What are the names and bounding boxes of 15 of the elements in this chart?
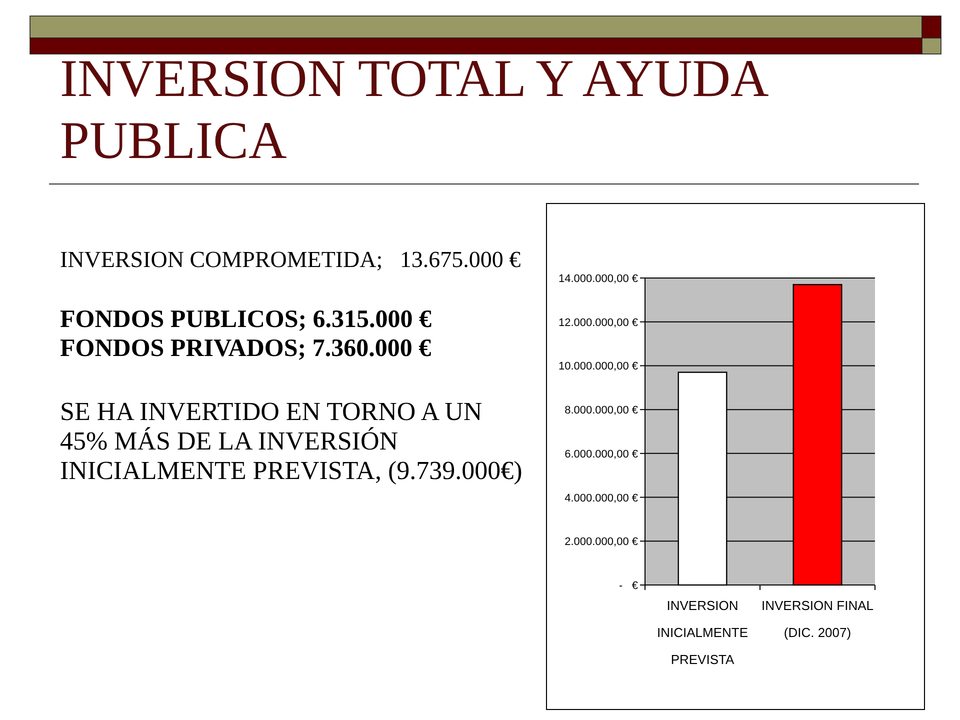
y-tick-label: 6.000.000,00 € (564, 448, 638, 460)
chart-title: INVERSION TOTAL Y AYUDA PUBLICA (60, 50, 769, 170)
y-tick-label: - € (619, 580, 638, 592)
y-tick-label: 12.000.000,00 € (558, 316, 638, 329)
y-tick-label: 2.000.000,00 € (564, 536, 638, 548)
y-tick-label: 10.000.000,00 € (558, 360, 638, 373)
y-tick-label: 4.000.000,00 € (564, 492, 638, 504)
text: FONDOS PUBLICOS; 6.315.000 € (60, 306, 432, 333)
text: SE HA INVERTIDO EN TORNO A UN 45% MÁS DE LA INVERSIÓN INICIALMENTE PREVISTA, (9.739.000€) (60, 397, 522, 485)
text: INVERSION COMPROMETIDA; 13.675.000 € (60, 247, 522, 272)
y-tick-label: 14.000.000,00 € (558, 273, 638, 285)
y-tick-label: 8.000.000,00 € (564, 404, 638, 417)
x-tick-label: INVERSION FINAL (DIC. 2007) (762, 598, 874, 640)
x-tick-label: INVERSION INICIALMENTE PREVISTA (656, 598, 748, 667)
text: FONDOS PRIVADOS; 7.360.000 € (60, 335, 432, 362)
